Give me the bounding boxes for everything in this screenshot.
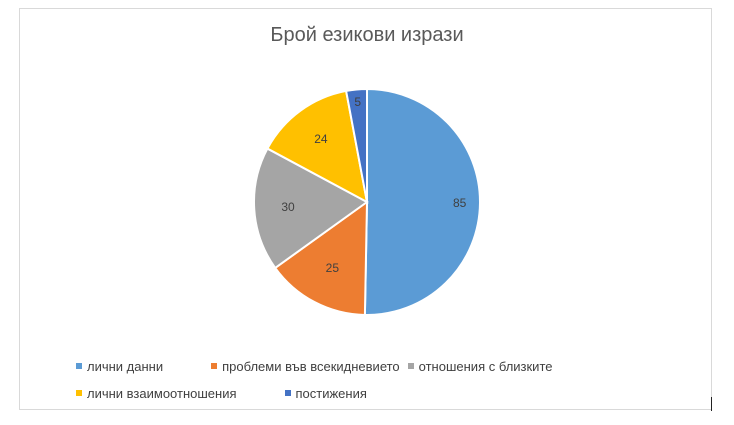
legend-row: лични взаимоотношения постижения bbox=[76, 382, 656, 404]
slice-relations-relatives bbox=[253, 147, 369, 270]
legend-label: проблеми във всекидневието bbox=[222, 358, 400, 374]
legend-item-achievements: постижения bbox=[284, 385, 367, 401]
data-label: 25 bbox=[326, 261, 340, 275]
data-label: 5 bbox=[354, 95, 361, 109]
legend-label: постижения bbox=[295, 385, 367, 401]
legend-label: отношения с близките bbox=[418, 358, 553, 374]
chart-title: Брой езикови изрази bbox=[270, 24, 464, 46]
legend-item-personal-relationships: лични взаимоотношения bbox=[76, 386, 237, 401]
legend-label: лични взаимоотношения bbox=[87, 385, 237, 401]
legend-swatch bbox=[284, 390, 291, 396]
slice-personal-relationships bbox=[266, 89, 369, 204]
legend-item-personal-data: лични данни bbox=[76, 359, 163, 374]
data-label: 85 bbox=[453, 196, 467, 210]
legend-item-relations-relatives: отношения с близките bbox=[407, 358, 553, 374]
chart-legend: лични данни проблеми във всекидневието о… bbox=[76, 355, 656, 409]
legend-item-everyday-problems: проблеми във всекидневието bbox=[211, 359, 400, 374]
slice-achievements bbox=[344, 87, 368, 203]
legend-swatch bbox=[407, 363, 414, 369]
data-label: 30 bbox=[281, 200, 295, 214]
legend-label: лични данни bbox=[87, 358, 164, 374]
cursor-marker bbox=[711, 397, 712, 411]
legend-row: лични данни проблеми във всекидневието о… bbox=[76, 355, 656, 377]
legend-swatch bbox=[76, 363, 82, 369]
data-label: 24 bbox=[314, 132, 328, 146]
slice-everyday-problems bbox=[273, 200, 369, 316]
legend-swatch bbox=[211, 363, 218, 369]
legend-swatch bbox=[76, 390, 82, 396]
slice-personal-data bbox=[363, 87, 481, 316]
